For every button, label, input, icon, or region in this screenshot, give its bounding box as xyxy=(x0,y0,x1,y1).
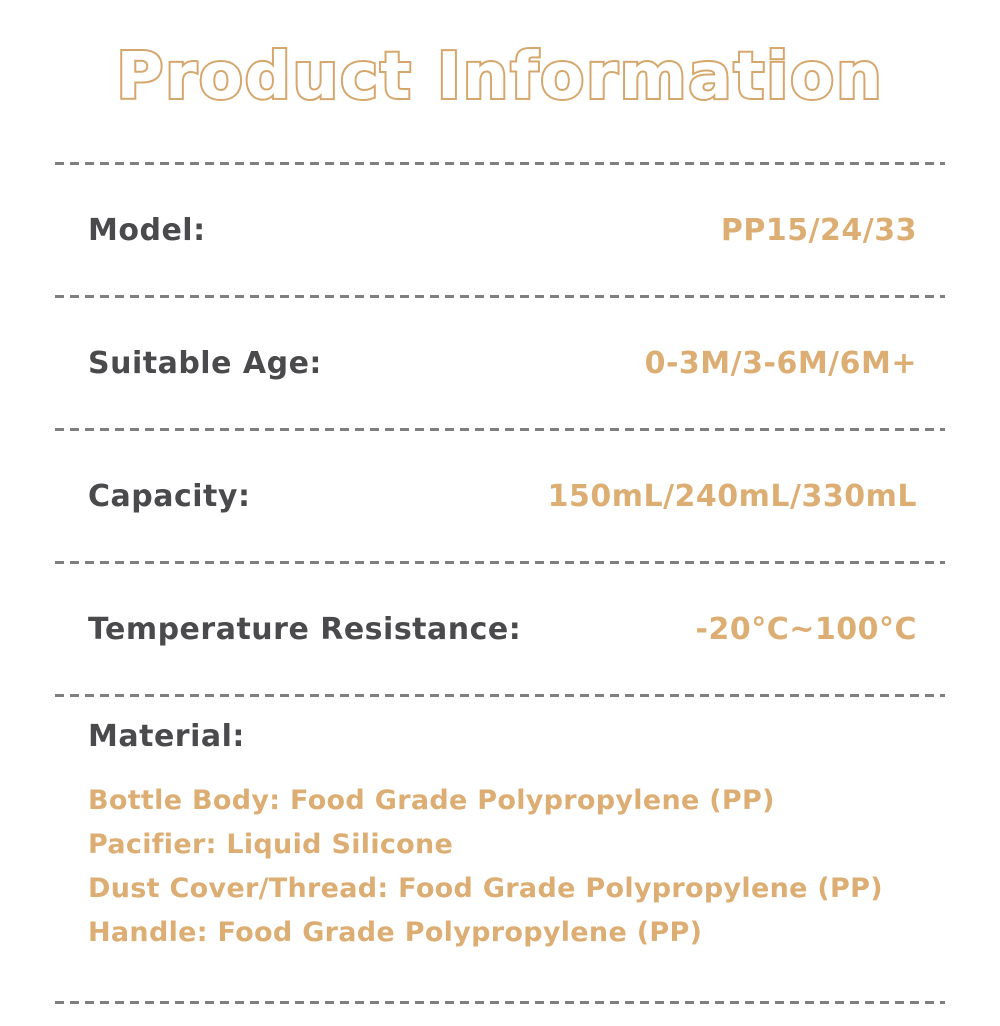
spec-value: -20°C~100°C xyxy=(695,611,917,647)
spec-label: Capacity: xyxy=(88,478,251,514)
material-line-bottle-body: Bottle Body: Food Grade Polypropylene (P… xyxy=(88,785,775,816)
spec-label: Suitable Age: xyxy=(88,345,322,381)
dashed-divider xyxy=(55,561,945,564)
spec-value: 150mL/240mL/330mL xyxy=(547,478,917,514)
spec-label: Model: xyxy=(88,212,206,248)
spec-value: 0-3M/3-6M/6M+ xyxy=(644,345,917,381)
material-line-handle: Handle: Food Grade Polypropylene (PP) xyxy=(88,917,703,948)
material-line-pacifier: Pacifier: Liquid Silicone xyxy=(88,829,454,860)
spec-row-suitable-age: Suitable Age: 0-3M/3-6M/6M+ xyxy=(55,298,945,428)
dashed-divider xyxy=(55,162,945,165)
spec-value: PP15/24/33 xyxy=(720,212,917,248)
spec-row-model: Model: PP15/24/33 xyxy=(55,165,945,295)
dashed-divider xyxy=(55,694,945,697)
material-lines: Bottle Body: Food Grade Polypropylene (P… xyxy=(88,779,935,955)
page-title: Product Information xyxy=(114,38,884,116)
spec-label: Material: xyxy=(88,719,245,754)
dashed-divider xyxy=(55,428,945,431)
spec-section-material: Material: Bottle Body: Food Grade Polypr… xyxy=(55,697,945,1001)
dashed-divider xyxy=(55,1001,945,1004)
spec-row-temperature-resistance: Temperature Resistance: -20°C~100°C xyxy=(55,564,945,694)
spec-label: Temperature Resistance: xyxy=(88,611,522,647)
dashed-divider xyxy=(55,295,945,298)
spec-table: Model: PP15/24/33 Suitable Age: 0-3M/3-6… xyxy=(55,162,945,1004)
spec-row-capacity: Capacity: 150mL/240mL/330mL xyxy=(55,431,945,561)
material-line-dust-cover-thread: Dust Cover/Thread: Food Grade Polypropyl… xyxy=(88,873,883,904)
